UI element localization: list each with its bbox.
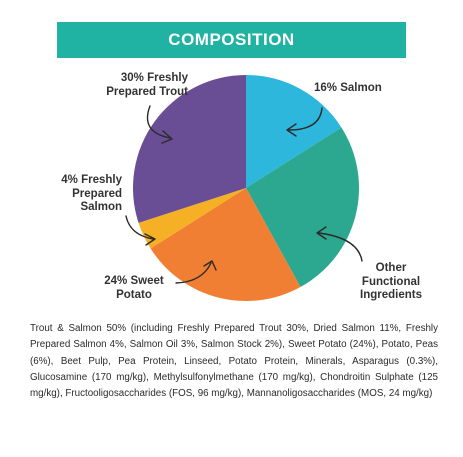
fresh-salmon-arrow — [125, 215, 154, 240]
label-other-line-2: Functional — [361, 275, 421, 288]
label-trout: 30% Freshly Prepared Trout — [106, 72, 188, 99]
label-other-line-3: Ingredients — [360, 289, 422, 301]
sweet-potato-arrowhead-icon — [203, 260, 217, 271]
other-arrow — [318, 232, 363, 262]
fresh-salmon-arrowhead-icon — [144, 233, 156, 246]
pie-slice-0 — [246, 75, 342, 188]
salmon-arrowhead-icon — [286, 123, 297, 137]
salmon-arrow — [288, 107, 323, 131]
composition-banner: COMPOSITION — [57, 22, 406, 58]
label-sweet-potato-line-2: Potato — [116, 288, 152, 301]
label-fresh-salmon-line-1: 4% Freshly — [61, 174, 122, 186]
label-trout-line-2: Prepared Trout — [106, 85, 188, 98]
trout-arrowhead-icon — [161, 130, 173, 144]
label-fresh-salmon: 4% Freshly Prepared Salmon — [61, 174, 122, 215]
pie-slice-1 — [246, 127, 360, 288]
label-other-line-1: Other — [375, 262, 407, 274]
ingredients-description: Trout & Salmon 50% (including Freshly Pr… — [30, 323, 438, 400]
label-fresh-salmon-line-2: Prepared — [72, 187, 122, 200]
pie-chart — [57, 22, 406, 301]
label-fresh-salmon-line-3: Salmon — [80, 201, 122, 213]
banner-title: COMPOSITION — [168, 30, 295, 49]
pie-slice-2 — [150, 188, 301, 301]
banner-background — [57, 22, 406, 58]
label-sweet-potato: 24% Sweet Potato — [98, 275, 170, 302]
sweet-potato-arrow — [175, 262, 212, 284]
label-other: Other Functional Ingredients — [358, 262, 424, 303]
trout-arrow — [146, 105, 171, 139]
pie-slice-4 — [132, 75, 246, 223]
label-salmon: 16% Salmon — [314, 82, 382, 96]
label-sweet-potato-line-1: 24% Sweet — [104, 275, 164, 287]
pie-slice-3 — [138, 188, 246, 249]
label-salmon-line-1: 16% Salmon — [314, 82, 382, 94]
label-trout-line-1: 30% Freshly — [120, 72, 188, 84]
other-arrowhead-icon — [316, 226, 327, 240]
